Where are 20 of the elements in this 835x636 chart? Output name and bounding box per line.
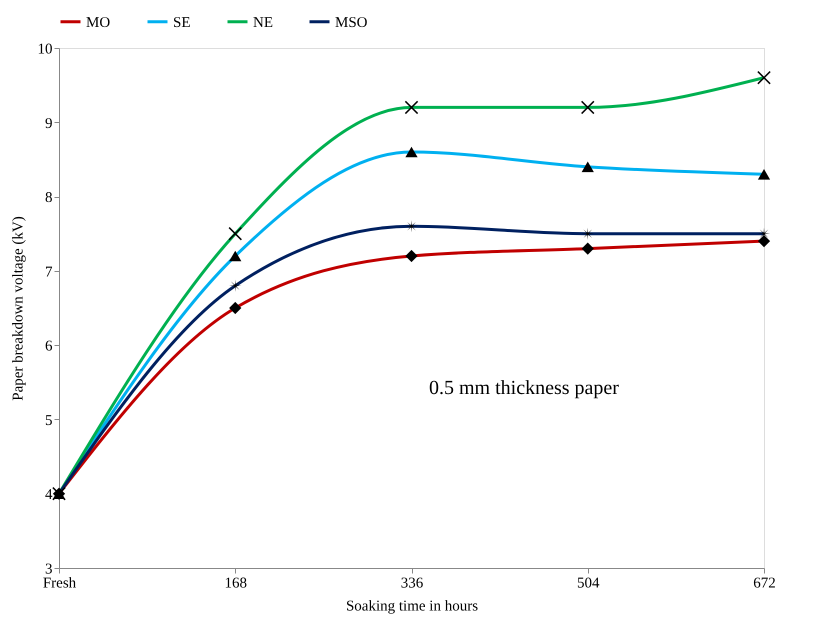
legend-label: NE [253, 14, 273, 31]
y-tick-label: 9 [45, 116, 52, 132]
x-tick-label: 336 [400, 576, 424, 592]
y-tick-label: 3 [45, 562, 52, 578]
x-axis-title: Soaking time in hours [346, 598, 478, 614]
annotation: 0.5 mm thickness paper [429, 377, 620, 399]
x-tick-label: 168 [224, 576, 247, 592]
y-tick-label: 7 [45, 264, 53, 280]
x-tick-label: 504 [577, 576, 600, 592]
y-tick-label: 6 [45, 338, 53, 355]
y-tick-label: 8 [45, 190, 52, 206]
x-tick-label: Fresh [42, 576, 77, 592]
y-tick-label: 5 [45, 412, 52, 429]
y-axis-title: Paper breakdown voltage (kV) [10, 216, 26, 401]
y-tick-label: 10 [38, 42, 52, 58]
legend-label: SE [173, 14, 191, 31]
x-tick-label: 672 [753, 576, 776, 592]
legend-label: MO [86, 14, 110, 31]
legend-label: MSO [335, 14, 368, 31]
y-tick-label: 4 [45, 487, 53, 504]
